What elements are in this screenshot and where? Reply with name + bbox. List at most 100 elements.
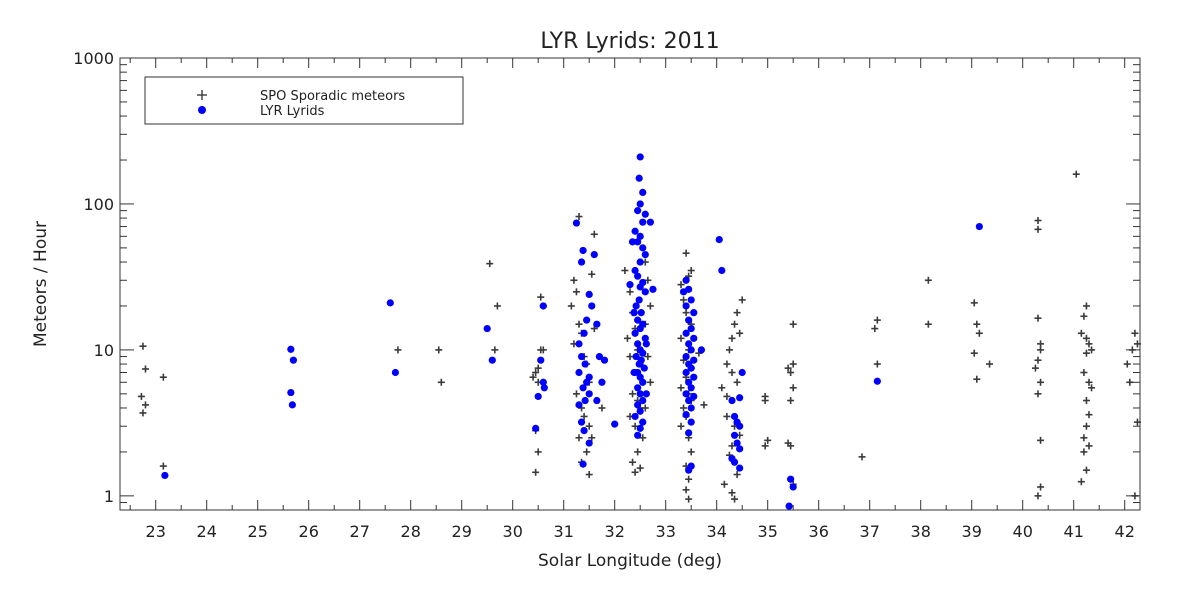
sporadic-point: [761, 442, 769, 450]
lyrid-point: [736, 394, 744, 402]
lyrid-point: [391, 368, 399, 377]
y-tick-label: 10: [94, 341, 114, 360]
sporadic-point: [641, 404, 649, 412]
lyrid-point: [697, 346, 706, 354]
lyrid-point: [730, 412, 739, 421]
x-tick-label: 33: [656, 522, 676, 541]
lyrid-point: [687, 364, 695, 372]
sporadic-point: [1131, 492, 1139, 500]
lyrid-point: [715, 235, 723, 244]
sporadic-point: [1034, 390, 1042, 398]
lyrid-point: [635, 296, 643, 304]
sporadic-point: [629, 458, 637, 466]
sporadic-point: [598, 404, 606, 412]
sporadic-point: [1085, 442, 1093, 450]
lyrid-point: [682, 390, 690, 398]
sporadic-point: [644, 353, 652, 361]
sporadic-point: [731, 320, 739, 328]
sporadic-point: [736, 329, 744, 337]
lyrid-point: [631, 227, 639, 235]
lyrid-point: [640, 364, 648, 372]
lyrid-point: [287, 388, 295, 397]
sporadic-point: [529, 373, 537, 381]
sporadic-point: [1128, 346, 1136, 354]
sporadic-point: [575, 320, 583, 328]
sporadic-point: [677, 281, 685, 289]
lyrid-point: [611, 420, 619, 428]
sporadic-point: [626, 288, 634, 296]
sporadic-point: [970, 299, 978, 307]
sporadic-point: [1077, 478, 1085, 486]
lyrid-point: [685, 429, 693, 437]
lyrid-point: [639, 349, 647, 357]
sporadic-point: [575, 213, 583, 221]
sporadic-point: [532, 468, 540, 476]
lyrid-point: [641, 210, 649, 218]
lyrid-point: [585, 290, 593, 299]
lyrid-point: [483, 324, 491, 333]
lyrid-point: [682, 411, 690, 419]
lyrid-point: [635, 174, 643, 182]
lyrid-point: [577, 418, 586, 426]
y-tick-label: 1000: [73, 49, 114, 68]
sporadic-point: [784, 364, 792, 372]
lyrid-point: [637, 309, 645, 317]
lyrid-point: [585, 390, 593, 398]
lyrid-point: [289, 356, 297, 364]
sporadic-point: [687, 266, 695, 274]
x-tick-label: 32: [605, 522, 625, 541]
sporadic-point: [733, 378, 741, 386]
sporadic-point: [583, 448, 591, 456]
lyrid-point: [636, 390, 644, 398]
sporadic-point: [646, 302, 654, 310]
lyrid-point: [733, 439, 741, 447]
sporadic-point: [636, 464, 644, 472]
lyrid-point: [636, 407, 644, 415]
sporadic-point: [680, 404, 688, 412]
lyrid-point: [539, 302, 547, 310]
lyrid-point: [577, 352, 586, 361]
sporadic-point: [720, 480, 728, 488]
sporadic-point: [1085, 378, 1093, 386]
sporadic-point: [1077, 329, 1085, 337]
sporadic-point: [728, 442, 736, 450]
sporadic-point: [723, 360, 731, 368]
x-tick-label: 31: [554, 522, 574, 541]
lyrid-point: [649, 285, 657, 293]
lyrid-point: [534, 392, 542, 401]
sporadic-point: [585, 471, 593, 479]
legend-label-lyr: LYR Lyrids: [260, 104, 325, 119]
sporadic-point: [1085, 411, 1093, 419]
lyrid-point: [789, 483, 797, 491]
sporadic-point: [677, 422, 685, 430]
y-tick-label: 1: [104, 487, 114, 506]
lyrid-point: [540, 384, 548, 392]
lyrid-point: [630, 368, 638, 377]
sporadic-point: [532, 369, 540, 377]
lyrid-point: [873, 377, 881, 385]
sporadic-point: [789, 320, 797, 328]
lyrid-point: [583, 316, 591, 324]
sporadic-point: [858, 453, 866, 461]
sporadic-point: [534, 448, 542, 456]
x-tick-label: 23: [146, 522, 166, 541]
sporadic-point: [570, 276, 578, 284]
sporadic-point: [623, 334, 631, 342]
lyrid-point: [631, 412, 639, 421]
series-spo-sporadic: [137, 170, 1141, 503]
sporadic-point: [634, 448, 642, 456]
lyrid-point: [642, 340, 650, 348]
sporadic-point: [142, 365, 149, 373]
sporadic-point: [539, 346, 547, 354]
lyrid-point: [690, 356, 698, 364]
sporadic-point: [491, 346, 499, 354]
lyrid-point: [728, 396, 736, 405]
lyrid-point: [975, 222, 983, 231]
sporadic-point: [682, 309, 690, 317]
sporadic-point: [682, 249, 690, 257]
sporadic-point: [723, 412, 731, 420]
sporadic-point: [787, 442, 795, 450]
lyrid-point: [636, 232, 644, 240]
sporadic-point: [787, 397, 795, 405]
sporadic-point: [924, 276, 932, 284]
